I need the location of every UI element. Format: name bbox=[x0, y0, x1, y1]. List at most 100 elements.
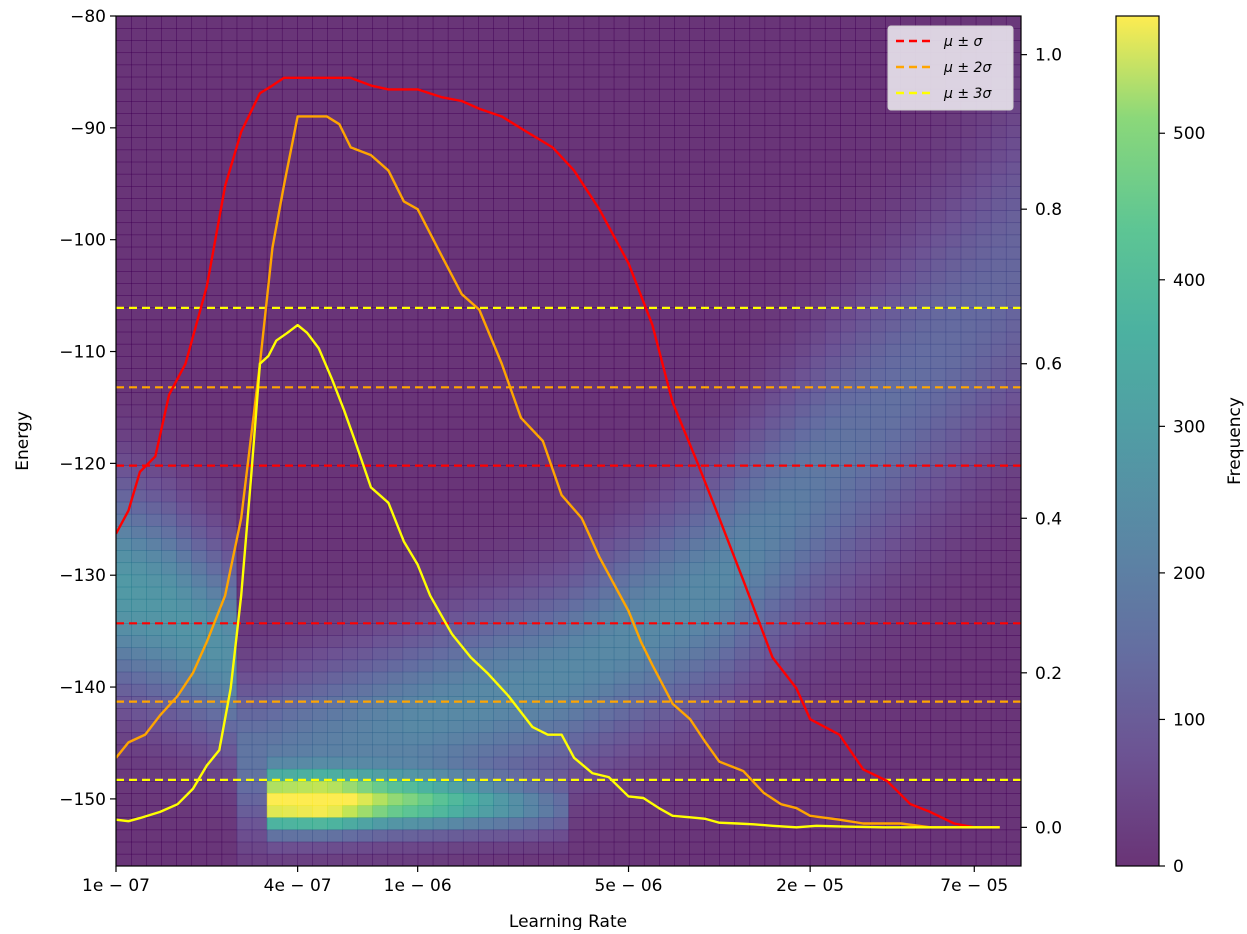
heatmap-cell bbox=[191, 392, 208, 406]
heatmap-cell bbox=[221, 441, 238, 454]
heatmap-cell bbox=[704, 307, 720, 321]
heatmap-cell bbox=[417, 368, 434, 381]
heatmap-cell bbox=[945, 805, 962, 819]
heatmap-cell bbox=[794, 101, 811, 114]
heatmap-cell bbox=[643, 137, 660, 151]
heatmap-cell bbox=[327, 793, 343, 806]
heatmap-cell bbox=[116, 149, 132, 163]
heatmap-cell bbox=[432, 562, 449, 576]
heatmap-cell bbox=[372, 88, 389, 102]
heatmap-cell bbox=[327, 683, 343, 697]
heatmap-cell bbox=[266, 307, 283, 321]
heatmap-cell bbox=[342, 623, 358, 636]
heatmap-cell bbox=[628, 28, 645, 41]
heatmap-cell bbox=[281, 744, 298, 758]
heatmap-cell bbox=[885, 744, 901, 758]
heatmap-cell bbox=[915, 477, 932, 491]
heatmap-cell bbox=[855, 16, 871, 29]
heatmap-cell bbox=[659, 186, 675, 199]
heatmap-cell bbox=[583, 841, 600, 855]
heatmap-cell bbox=[432, 149, 449, 163]
heatmap-cell bbox=[915, 586, 932, 600]
heatmap-cell bbox=[478, 113, 494, 126]
heatmap-cell bbox=[840, 404, 856, 418]
heatmap-cell bbox=[764, 125, 781, 139]
heatmap-cell bbox=[764, 161, 781, 175]
heatmap-cell bbox=[221, 234, 238, 248]
heatmap-cell bbox=[659, 489, 675, 503]
heatmap-cell bbox=[281, 137, 298, 151]
heatmap-cell bbox=[583, 246, 600, 260]
heatmap-cell bbox=[312, 623, 328, 636]
heatmap-cell bbox=[161, 28, 177, 41]
heatmap-cell bbox=[281, 781, 298, 794]
heatmap-cell bbox=[915, 841, 932, 855]
heatmap-cell bbox=[206, 441, 223, 454]
heatmap-cell bbox=[372, 416, 389, 430]
heatmap-cell bbox=[236, 234, 253, 248]
heatmap-cell bbox=[628, 125, 645, 139]
heatmap-cell bbox=[342, 222, 358, 236]
heatmap-cell bbox=[312, 659, 328, 673]
heatmap-cell bbox=[960, 793, 977, 806]
heatmap-cell bbox=[402, 101, 419, 114]
heatmap-cell bbox=[719, 88, 736, 102]
heatmap-cell bbox=[402, 137, 419, 151]
heatmap-cell bbox=[1005, 781, 1021, 794]
heatmap-cell bbox=[327, 817, 343, 831]
heatmap-cell bbox=[116, 307, 132, 321]
heatmap-cell bbox=[734, 64, 751, 78]
heatmap-cell bbox=[885, 489, 901, 503]
heatmap-cell bbox=[327, 198, 343, 211]
heatmap-cell bbox=[236, 635, 253, 649]
heatmap-cell bbox=[990, 125, 1007, 139]
heatmap-cell bbox=[764, 562, 781, 576]
heatmap-cell bbox=[266, 538, 283, 551]
heatmap-cell bbox=[568, 198, 585, 211]
heatmap-cell bbox=[583, 647, 600, 661]
heatmap-cell bbox=[689, 793, 705, 806]
heatmap-cell bbox=[659, 222, 675, 236]
heatmap-cell bbox=[297, 222, 313, 236]
heatmap-cell bbox=[840, 186, 856, 199]
x-tick-label: 4e − 07 bbox=[264, 876, 332, 896]
heatmap-cell bbox=[478, 64, 494, 78]
heatmap-cell bbox=[206, 550, 223, 564]
heatmap-cell bbox=[297, 635, 313, 649]
heatmap-cell bbox=[553, 368, 570, 381]
heatmap-cell bbox=[478, 441, 494, 454]
heatmap-cell bbox=[870, 732, 886, 746]
heatmap-cell bbox=[734, 16, 751, 29]
heatmap-cell bbox=[689, 64, 705, 78]
heatmap-cell bbox=[628, 222, 645, 236]
heatmap-cell bbox=[1005, 428, 1021, 442]
heatmap-cell bbox=[794, 173, 811, 187]
heatmap-cell bbox=[674, 465, 690, 479]
heatmap-cell bbox=[779, 465, 796, 479]
heatmap-cell bbox=[432, 64, 449, 78]
heatmap-cell bbox=[568, 526, 585, 539]
heatmap-cell bbox=[161, 40, 177, 54]
heatmap-cell bbox=[809, 16, 826, 29]
heatmap-cell bbox=[598, 853, 615, 866]
heatmap-cell bbox=[824, 513, 841, 527]
heatmap-cell bbox=[719, 28, 736, 41]
heatmap-cell bbox=[327, 258, 343, 272]
heatmap-cell bbox=[146, 550, 162, 564]
heatmap-cell bbox=[915, 659, 932, 673]
heatmap-cell bbox=[161, 441, 177, 454]
heatmap-cell bbox=[327, 720, 343, 734]
heatmap-cell bbox=[493, 441, 509, 454]
heatmap-cell bbox=[598, 793, 615, 806]
heatmap-cell bbox=[508, 137, 524, 151]
heatmap-cell bbox=[116, 635, 132, 649]
heatmap-cell bbox=[281, 52, 298, 66]
heatmap-cell bbox=[538, 781, 555, 794]
heatmap-cell bbox=[523, 441, 539, 454]
heatmap-cell bbox=[402, 453, 419, 466]
heatmap-cell bbox=[824, 829, 841, 843]
heatmap-cell bbox=[900, 501, 917, 515]
heatmap-cell bbox=[523, 234, 539, 248]
heatmap-cell bbox=[387, 720, 404, 734]
heatmap-cell bbox=[840, 586, 856, 600]
